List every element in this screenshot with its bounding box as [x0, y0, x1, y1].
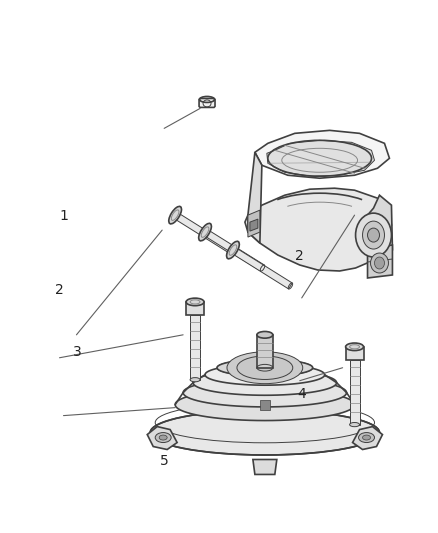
Ellipse shape [199, 223, 212, 241]
Text: 4: 4 [297, 387, 306, 401]
Ellipse shape [159, 435, 167, 440]
Polygon shape [267, 140, 374, 176]
Ellipse shape [155, 433, 171, 442]
Ellipse shape [363, 221, 385, 249]
Ellipse shape [186, 298, 204, 306]
Text: 3: 3 [73, 344, 81, 359]
Ellipse shape [346, 343, 364, 351]
Ellipse shape [226, 241, 239, 259]
Polygon shape [150, 410, 379, 455]
Polygon shape [257, 335, 273, 368]
Polygon shape [367, 195, 392, 262]
Ellipse shape [367, 228, 379, 242]
Polygon shape [205, 364, 325, 385]
Text: 1: 1 [60, 209, 68, 223]
Polygon shape [253, 459, 277, 474]
Ellipse shape [374, 257, 385, 269]
Ellipse shape [359, 433, 374, 442]
Ellipse shape [237, 356, 293, 379]
Polygon shape [190, 315, 200, 379]
Polygon shape [183, 378, 346, 407]
Polygon shape [350, 360, 360, 425]
Polygon shape [173, 212, 234, 254]
Polygon shape [217, 359, 313, 376]
Polygon shape [250, 219, 258, 231]
Polygon shape [217, 359, 313, 376]
Polygon shape [255, 131, 389, 178]
Polygon shape [175, 389, 355, 421]
Text: 2: 2 [295, 249, 304, 263]
Text: 5: 5 [160, 454, 169, 467]
Polygon shape [193, 370, 337, 395]
Polygon shape [248, 152, 262, 243]
Text: 2: 2 [55, 284, 64, 297]
Polygon shape [203, 229, 265, 271]
Polygon shape [248, 210, 260, 237]
Ellipse shape [356, 213, 392, 257]
Polygon shape [346, 347, 364, 360]
Polygon shape [231, 247, 292, 289]
Polygon shape [245, 188, 392, 271]
Ellipse shape [363, 435, 371, 440]
Ellipse shape [227, 352, 303, 384]
Ellipse shape [371, 253, 389, 273]
Polygon shape [147, 426, 177, 449]
Ellipse shape [257, 332, 273, 338]
Polygon shape [367, 245, 392, 278]
Polygon shape [199, 99, 215, 108]
Ellipse shape [350, 423, 360, 427]
Ellipse shape [169, 206, 181, 224]
Polygon shape [353, 426, 382, 449]
Polygon shape [260, 400, 270, 410]
Polygon shape [186, 302, 204, 315]
Ellipse shape [190, 377, 200, 382]
